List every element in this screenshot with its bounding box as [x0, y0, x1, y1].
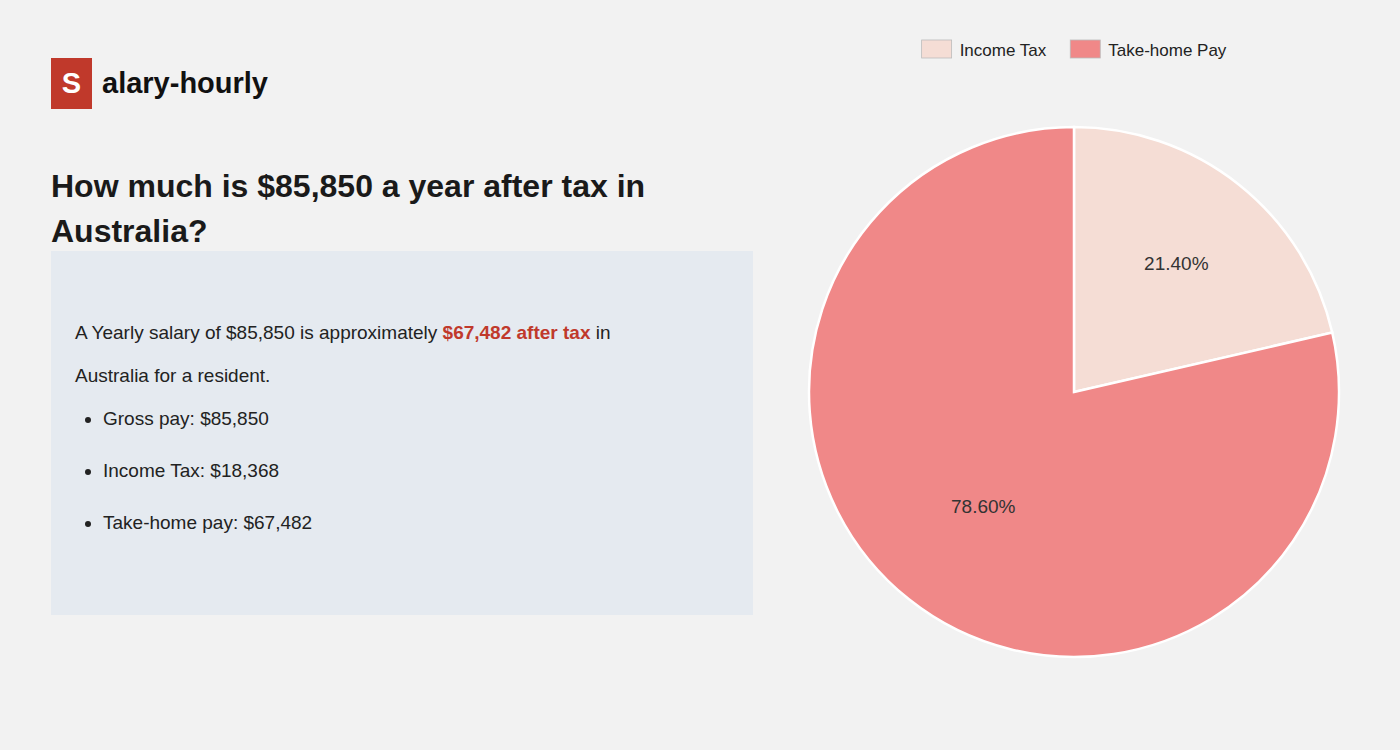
legend: Income Tax Take-home Pay — [922, 40, 1227, 60]
summary-text: A Yearly salary of $85,850 is approximat… — [75, 322, 443, 343]
legend-label: Income Tax — [960, 41, 1047, 60]
info-box: A Yearly salary of $85,850 is approximat… — [51, 251, 753, 615]
data-label: 21.40% — [1144, 253, 1209, 274]
bullet-item: Take-home pay: $67,482 — [103, 511, 312, 563]
legend-item: Income Tax — [922, 40, 1047, 60]
summary-highlight: $67,482 after tax — [443, 322, 591, 343]
data-label: 78.60% — [951, 496, 1016, 517]
title: How much is $85,850 a year after tax in … — [51, 164, 753, 254]
slices — [809, 127, 1339, 657]
bullet-item: Income Tax: $18,368 — [103, 459, 312, 511]
logo-text: alary-hourly — [102, 58, 268, 109]
bullet-list: Gross pay: $85,850Income Tax: $18,368Tak… — [75, 407, 312, 563]
slice-labels: 21.40% 78.60% — [951, 253, 1209, 517]
logo-mark: S — [51, 58, 92, 109]
summary: A Yearly salary of $85,850 is approximat… — [75, 311, 611, 397]
pie-slice — [809, 127, 1339, 657]
legend-swatch — [1070, 40, 1100, 58]
bullet-item: Gross pay: $85,850 — [103, 407, 312, 459]
legend-label: Take-home Pay — [1108, 41, 1227, 60]
text-panel: Salary-hourly How much is $85,850 a year … — [0, 0, 784, 750]
summary-text: in — [590, 322, 610, 343]
pie-chart: 21.40% 78.60% Income Tax Take-home Pay — [784, 0, 1400, 750]
legend-swatch — [922, 40, 952, 58]
legend-item: Take-home Pay — [1070, 40, 1227, 60]
summary-text: Australia for a resident. — [75, 365, 270, 386]
